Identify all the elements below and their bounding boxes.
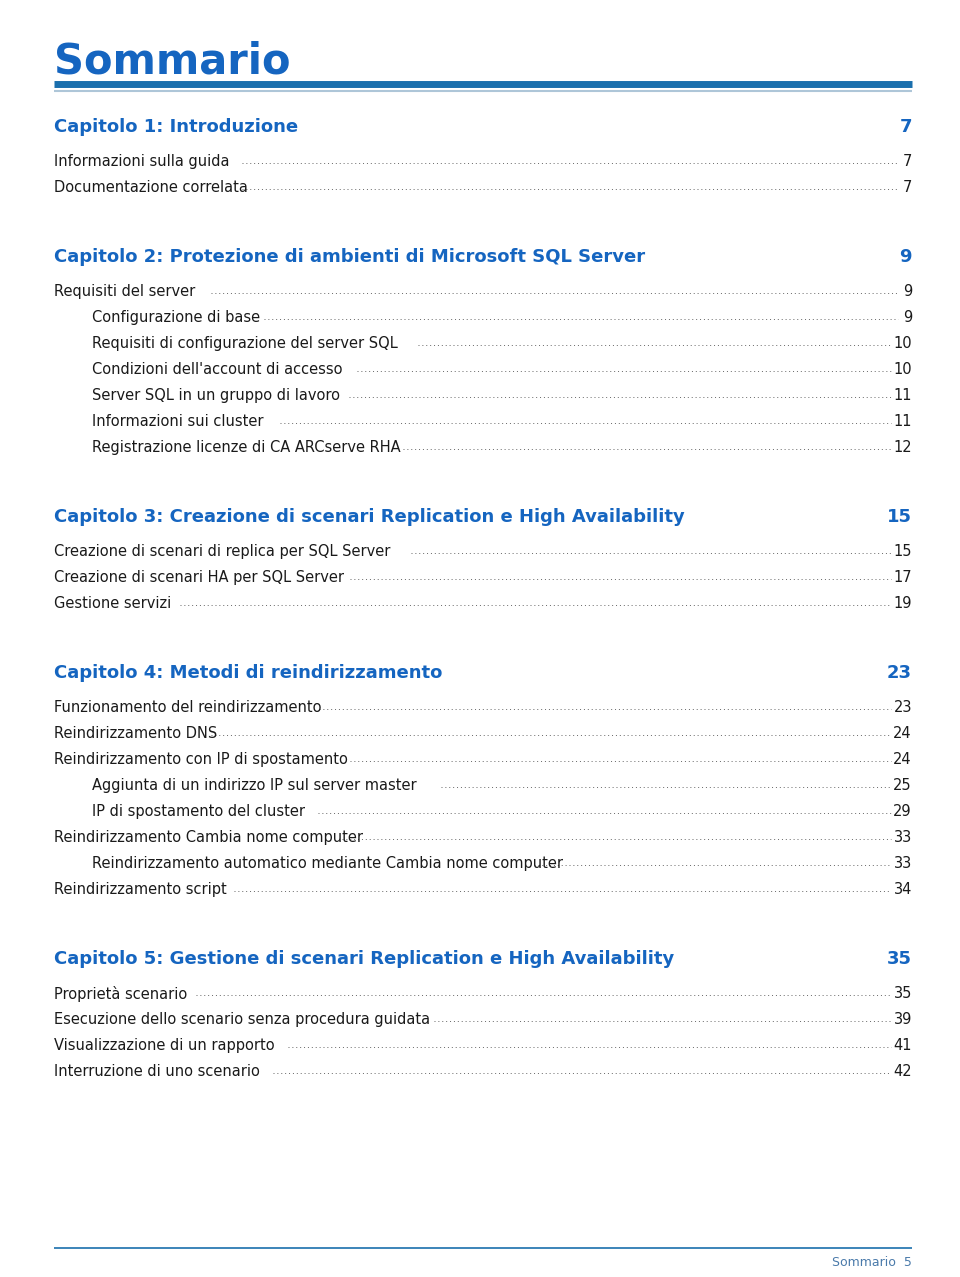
Text: 23: 23: [894, 700, 912, 715]
Text: 10: 10: [894, 361, 912, 377]
Text: 11: 11: [894, 388, 912, 404]
Text: Funzionamento del reindirizzamento: Funzionamento del reindirizzamento: [54, 700, 322, 715]
Text: 24: 24: [894, 727, 912, 741]
Text: Capitolo 1: Introduzione: Capitolo 1: Introduzione: [54, 117, 299, 135]
Text: 41: 41: [894, 1038, 912, 1054]
Text: Condizioni dell'account di accesso: Condizioni dell'account di accesso: [92, 361, 343, 377]
Text: 7: 7: [902, 155, 912, 169]
Text: 19: 19: [894, 596, 912, 610]
Text: 25: 25: [894, 778, 912, 793]
Text: Creazione di scenari di replica per SQL Server: Creazione di scenari di replica per SQL …: [54, 544, 391, 559]
Text: Sommario  5: Sommario 5: [832, 1257, 912, 1269]
Text: Aggiunta di un indirizzo IP sul server master: Aggiunta di un indirizzo IP sul server m…: [92, 778, 417, 793]
Text: 17: 17: [894, 570, 912, 585]
Text: Documentazione correlata: Documentazione correlata: [54, 180, 248, 195]
Text: 33: 33: [894, 830, 912, 845]
Text: Interruzione di uno scenario: Interruzione di uno scenario: [54, 1064, 260, 1079]
Text: 9: 9: [902, 283, 912, 299]
Text: 23: 23: [887, 664, 912, 682]
Text: 7: 7: [902, 180, 912, 195]
Text: 12: 12: [894, 441, 912, 455]
Text: Reindirizzamento DNS: Reindirizzamento DNS: [54, 727, 217, 741]
Text: Capitolo 3: Creazione di scenari Replication e High Availability: Capitolo 3: Creazione di scenari Replica…: [54, 508, 684, 526]
Text: 34: 34: [894, 882, 912, 896]
Text: 24: 24: [894, 752, 912, 767]
Text: Reindirizzamento automatico mediante Cambia nome computer: Reindirizzamento automatico mediante Cam…: [92, 856, 563, 871]
Text: Requisiti di configurazione del server SQL: Requisiti di configurazione del server S…: [92, 336, 397, 351]
Text: 42: 42: [894, 1064, 912, 1079]
Text: Visualizzazione di un rapporto: Visualizzazione di un rapporto: [54, 1038, 275, 1054]
Text: 10: 10: [894, 336, 912, 351]
Text: Reindirizzamento con IP di spostamento: Reindirizzamento con IP di spostamento: [54, 752, 348, 767]
Text: 9: 9: [902, 310, 912, 326]
Text: Reindirizzamento Cambia nome computer: Reindirizzamento Cambia nome computer: [54, 830, 363, 845]
Text: 7: 7: [900, 117, 912, 135]
Text: Requisiti del server: Requisiti del server: [54, 283, 195, 299]
Text: Esecuzione dello scenario senza procedura guidata: Esecuzione dello scenario senza procedur…: [54, 1011, 430, 1027]
Text: 15: 15: [894, 544, 912, 559]
Text: Capitolo 4: Metodi di reindirizzamento: Capitolo 4: Metodi di reindirizzamento: [54, 664, 443, 682]
Text: Creazione di scenari HA per SQL Server: Creazione di scenari HA per SQL Server: [54, 570, 344, 585]
Text: Informazioni sulla guida: Informazioni sulla guida: [54, 155, 229, 169]
Text: 39: 39: [894, 1011, 912, 1027]
Text: Reindirizzamento script: Reindirizzamento script: [54, 882, 227, 896]
Text: Gestione servizi: Gestione servizi: [54, 596, 171, 610]
Text: 35: 35: [887, 950, 912, 968]
Text: 15: 15: [887, 508, 912, 526]
Text: IP di spostamento del cluster: IP di spostamento del cluster: [92, 805, 305, 819]
Text: Registrazione licenze di CA ARCserve RHA: Registrazione licenze di CA ARCserve RHA: [92, 441, 400, 455]
Text: 33: 33: [894, 856, 912, 871]
Text: 9: 9: [900, 248, 912, 266]
Text: Sommario: Sommario: [54, 40, 291, 82]
Text: 11: 11: [894, 414, 912, 429]
Text: Informazioni sui cluster: Informazioni sui cluster: [92, 414, 263, 429]
Text: Configurazione di base: Configurazione di base: [92, 310, 260, 326]
Text: Proprietà scenario: Proprietà scenario: [54, 986, 187, 1002]
Text: Server SQL in un gruppo di lavoro: Server SQL in un gruppo di lavoro: [92, 388, 340, 404]
Text: 29: 29: [894, 805, 912, 819]
Text: 35: 35: [894, 986, 912, 1001]
Text: Capitolo 2: Protezione di ambienti di Microsoft SQL Server: Capitolo 2: Protezione di ambienti di Mi…: [54, 248, 645, 266]
Text: Capitolo 5: Gestione di scenari Replication e High Availability: Capitolo 5: Gestione di scenari Replicat…: [54, 950, 674, 968]
